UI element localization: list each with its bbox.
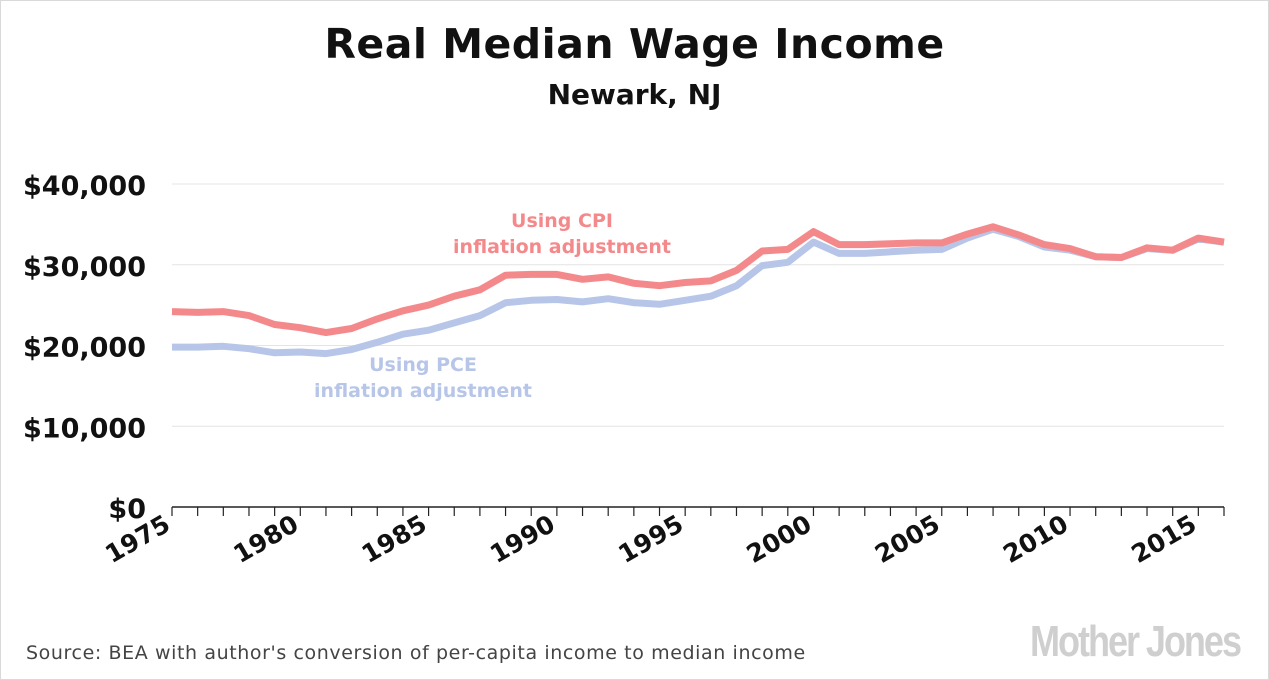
x-tick-label: 2010 xyxy=(998,509,1073,569)
chart-title: Real Median Wage Income xyxy=(324,20,945,68)
chart-subtitle: Newark, NJ xyxy=(547,78,722,111)
x-tick-label: 2015 xyxy=(1127,509,1202,569)
series-line-cpi xyxy=(171,223,1225,337)
series-label-cpi: Using CPI xyxy=(511,210,613,232)
y-tick-label: $40,000 xyxy=(23,171,146,202)
x-tick-label: 1980 xyxy=(229,509,304,569)
y-tick-label: $30,000 xyxy=(23,252,146,283)
y-tick-label: $20,000 xyxy=(23,333,146,364)
x-tick-label: 2005 xyxy=(870,509,945,569)
mother-jones-logo: Mother Jones xyxy=(1030,617,1242,666)
x-tick-label: 1985 xyxy=(357,509,432,569)
x-tick-label: 1990 xyxy=(485,509,560,569)
series-label-cpi: inflation adjustment xyxy=(453,236,671,258)
x-tick-label: 1995 xyxy=(613,509,688,569)
y-tick-label: $10,000 xyxy=(23,413,146,444)
series-label-pce: Using PCE xyxy=(369,354,477,376)
y-tick-label: $0 xyxy=(108,494,146,525)
series-label-pce: inflation adjustment xyxy=(314,380,532,402)
source-note: Source: BEA with author's conversion of … xyxy=(26,642,806,664)
x-tick-label: 2000 xyxy=(742,509,817,569)
